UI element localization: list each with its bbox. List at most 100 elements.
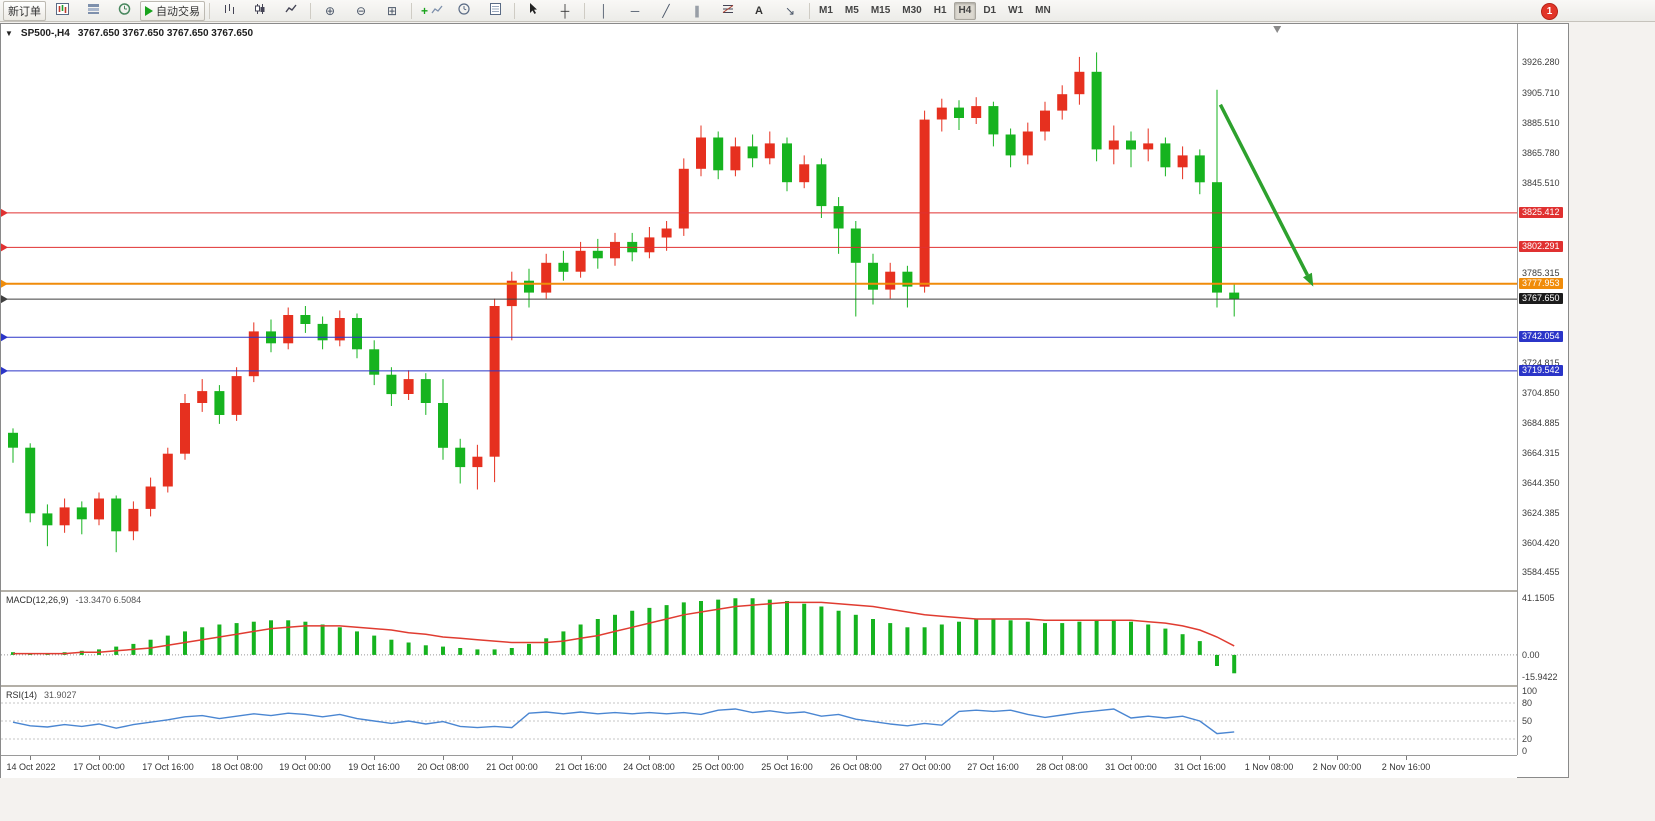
timeframe-button-group: M1 M5 M15 M30 H1 H4 D1 W1 MN [814, 1, 1056, 20]
timeframe-button-m30[interactable]: M30 [902, 5, 922, 16]
new-order-button[interactable]: 新订单 [3, 0, 46, 21]
macd-indicator-chart[interactable] [1, 592, 1517, 685]
candle-body [180, 403, 190, 454]
candle-body [214, 391, 225, 415]
market-watch-button[interactable] [109, 1, 139, 21]
panel-splitter-main-macd[interactable] [1, 590, 1517, 592]
time-axis-tick [993, 756, 994, 760]
auto-trading-button[interactable]: 自动交易 [140, 0, 205, 21]
rsi-line [12, 708, 1235, 735]
candle-body [1005, 134, 1016, 156]
timeframe-button-m1[interactable]: M1 [819, 5, 833, 16]
time-axis-label: 17 Oct 00:00 [73, 762, 125, 772]
time-axis-tick [99, 756, 100, 760]
new-order-label: 新订单 [8, 5, 41, 18]
trendline-tool-button[interactable]: ╱ [651, 1, 681, 21]
main-price-chart[interactable] [1, 24, 1517, 590]
toolbar-separator [809, 2, 811, 19]
fibonacci-tool-button[interactable] [713, 1, 743, 21]
candle-body [506, 280, 517, 307]
time-axis[interactable]: 14 Oct 2022 17 Oct 00:00 17 Oct 16:00 18 Oc… [1, 755, 1517, 778]
trend-arrow-line[interactable] [1218, 103, 1309, 276]
candle-body [438, 403, 448, 448]
candle-body [592, 250, 603, 259]
candlestick-chart-icon [254, 3, 266, 18]
channel-tool-button[interactable]: ∥ [682, 1, 712, 21]
candle-body [25, 447, 36, 514]
time-axis-label: 21 Oct 00:00 [486, 762, 538, 772]
timeframe-button-m15[interactable]: M15 [870, 5, 891, 16]
candle-body [1160, 143, 1171, 168]
cursor-tool-button[interactable] [519, 1, 549, 21]
candle-body [730, 146, 741, 171]
templates-button[interactable] [480, 1, 510, 21]
level-line-left-marker [1, 333, 8, 342]
zoom-in-button[interactable]: ⊕ [315, 1, 345, 21]
time-axis-tick [1062, 756, 1063, 760]
price-axis-label: 3704.850 [1522, 388, 1560, 398]
zoom-out-button[interactable]: ⊖ [346, 1, 376, 21]
profiles-icon [87, 3, 100, 18]
candle-body [799, 164, 810, 183]
time-axis-label: 24 Oct 08:00 [623, 762, 675, 772]
timeframe-button-m5[interactable]: M5 [844, 5, 859, 16]
profiles-button[interactable] [78, 1, 108, 21]
timeframe-button-d1[interactable]: D1 [983, 5, 997, 16]
time-axis-tick [237, 756, 238, 760]
candle-body [145, 486, 156, 509]
timeframe-button-w1[interactable]: W1 [1008, 5, 1024, 16]
candle-body [644, 237, 655, 253]
arrow-symbols-button[interactable]: ↘ [775, 1, 805, 21]
main-toolbar: 新订单 自动交易 ⊕ ⊖ ⊞ + [0, 0, 1655, 22]
candle-body [868, 262, 878, 290]
chart-list-caret-icon[interactable]: ▼ [5, 29, 13, 38]
timeframe-button-mn[interactable]: MN [1035, 5, 1051, 16]
candle-body [541, 262, 552, 293]
line-chart-type-button[interactable] [276, 1, 306, 21]
time-axis-tick [374, 756, 375, 760]
bar-chart-icon [223, 3, 235, 18]
candle-body [352, 318, 362, 350]
zoom-out-icon: ⊖ [355, 3, 367, 18]
timeframe-button-h4[interactable]: H4 [953, 1, 977, 20]
bar-chart-type-button[interactable] [214, 1, 244, 21]
horizontal-line-tool-button[interactable]: ─ [620, 1, 650, 21]
chart-shift-marker[interactable] [1273, 26, 1282, 33]
channel-icon: ∥ [694, 3, 701, 18]
indicators-button[interactable]: + [416, 1, 448, 21]
candle-body [696, 137, 706, 169]
candle-body [954, 107, 964, 118]
level-price-badge: 3742.054 [1519, 331, 1563, 342]
tile-windows-button[interactable]: ⊞ [377, 1, 407, 21]
candle-body [42, 513, 53, 526]
panel-splitter-macd-rsi[interactable] [1, 685, 1517, 687]
toolbar-separator [411, 2, 412, 19]
new-chart-button[interactable] [47, 1, 77, 21]
price-axis-label: 3926.280 [1522, 57, 1560, 67]
candle-body [524, 280, 534, 293]
rsi-indicator-chart[interactable] [1, 687, 1517, 755]
timeframe-button-h1[interactable]: H1 [933, 5, 947, 16]
crosshair-icon: ┼ [560, 3, 570, 18]
vertical-line-tool-button[interactable]: │ [589, 1, 619, 21]
candle-body [971, 106, 982, 118]
candle-body [1212, 182, 1222, 293]
crosshair-tool-button[interactable]: ┼ [550, 1, 580, 21]
price-axis[interactable]: 3926.280 3905.710 3885.510 3865.780 3845.510… [1517, 24, 1567, 756]
candle-body [936, 107, 947, 120]
time-axis-tick [718, 756, 719, 760]
text-tool-button[interactable]: A [744, 1, 774, 21]
cursor-icon [529, 3, 539, 18]
periods-button[interactable] [449, 1, 479, 21]
ohlc-values: 3767.650 3767.650 3767.650 3767.650 [77, 28, 254, 39]
macd-axis-label: -15.9422 [1522, 672, 1558, 682]
time-axis-tick [30, 756, 31, 760]
time-axis-tick [581, 756, 582, 760]
time-axis-label: 25 Oct 00:00 [692, 762, 744, 772]
candlestick-chart-type-button[interactable] [245, 1, 275, 21]
notification-badge[interactable]: 1 [1541, 3, 1558, 20]
tile-windows-icon: ⊞ [386, 3, 398, 18]
candle-body [455, 447, 466, 468]
candle-body [248, 331, 259, 377]
